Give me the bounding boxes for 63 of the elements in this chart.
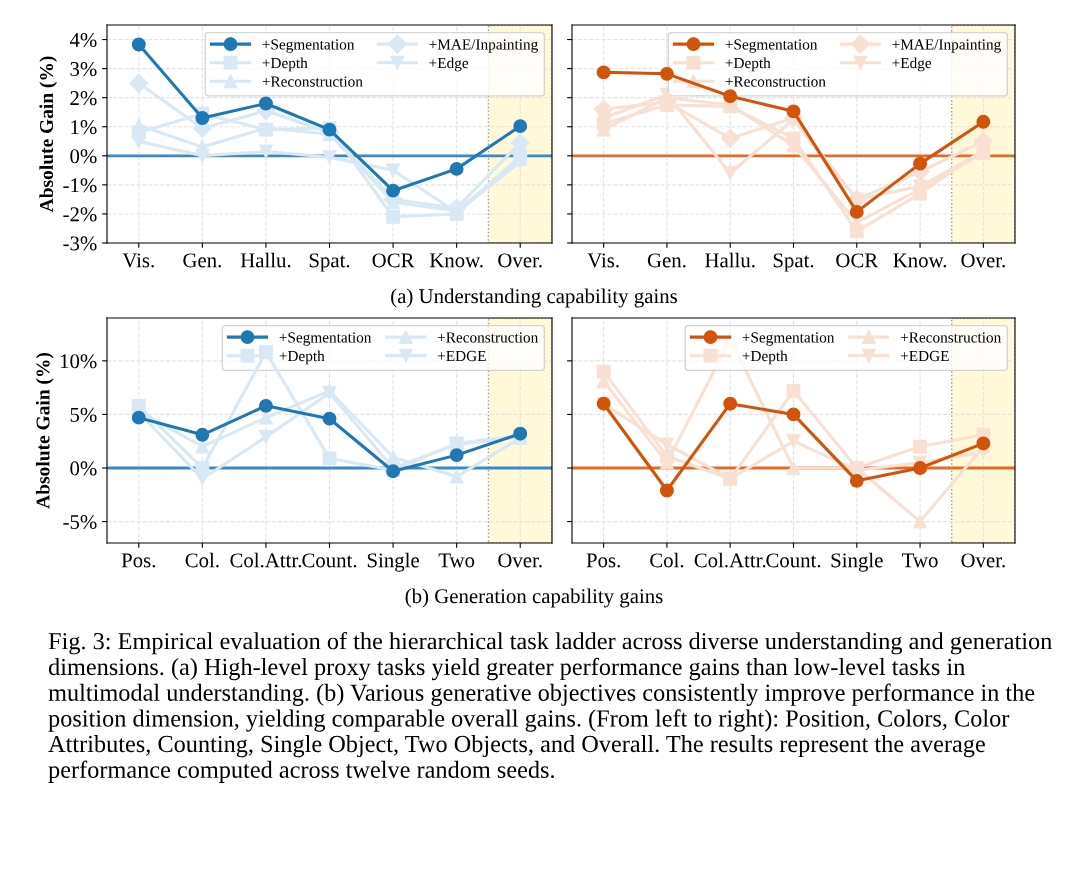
y-tick-label: -2% <box>63 207 97 222</box>
x-tick-label: Over. <box>498 553 542 568</box>
legend-label: +Segmentation <box>262 39 355 53</box>
legend-label: +Depth <box>742 350 788 365</box>
x-tick-label: Over. <box>961 253 1005 268</box>
x-tick-label: Hallu. <box>240 252 291 268</box>
legend-label: +EDGE <box>900 350 949 362</box>
x-tick-label: Pos. <box>586 553 620 568</box>
x-tick-label: Count. <box>302 553 357 568</box>
x-tick-label: Gen. <box>183 253 221 268</box>
x-tick-label: Col. <box>650 552 684 568</box>
y-tick-label: 4% <box>69 32 97 48</box>
x-tick-label: Vis. <box>122 253 154 268</box>
x-tick-label: Over. <box>498 253 542 268</box>
legend-label: +Depth <box>725 57 771 72</box>
text: (b) Generation capability gains <box>405 588 663 608</box>
x-tick-label: Over. <box>961 553 1005 568</box>
y-tick-label: 5% <box>70 407 97 422</box>
x-tick-label: Single <box>367 552 419 572</box>
x-tick-label: Hallu. <box>705 252 755 268</box>
text: (a) Understanding capability gains <box>391 288 678 308</box>
x-tick-label: Two <box>438 553 475 568</box>
x-tick-label: Spat. <box>773 253 814 272</box>
x-tick-label: Spat. <box>309 253 350 272</box>
legend-label: +Edge <box>892 57 932 72</box>
x-tick-label: Know. <box>429 253 483 268</box>
legend-label: +Depth <box>279 350 325 365</box>
y-tick-label: -1% <box>63 178 97 193</box>
y-tick-label: 0% <box>70 149 97 164</box>
caption: Fig. 3: Empirical evaluation of the hierarchical task ladder across diverse understanding and generation dimensions. (a) High-level proxy tasks yield greater performance gains than low-level tasks in multimodal understanding. (b) Various generative objectives consistently improve performance in the position dimension, yielding comparable overall gains. (From left to right): Position, Colors, Color Attributes, Counting, Single Object, Two Objects, and Overall. The results represent the average performance computed across twelve random seeds. <box>48 632 1052 783</box>
y-tick-label: -3% <box>63 236 97 251</box>
legend-label: +EDGE <box>437 350 486 362</box>
x-tick-label: Col.Attr. <box>694 552 766 568</box>
legend-label: +Segmentation <box>279 332 372 346</box>
legend-label: +Depth <box>262 57 308 72</box>
x-tick-label: Vis. <box>587 253 619 268</box>
y-tick-label: 0% <box>70 461 97 476</box>
y-axis-title: Absolute Gain (%) <box>35 353 54 509</box>
x-tick-label: Single <box>831 552 883 572</box>
y-tick-label: 10% <box>60 354 97 369</box>
x-tick-label: OCR <box>372 253 415 268</box>
x-tick-label: Count. <box>766 553 821 568</box>
x-tick-label: OCR <box>836 253 879 268</box>
legend-label: +Reconstruction <box>437 332 539 343</box>
y-tick-label: -5% <box>63 514 97 530</box>
x-tick-label: Know. <box>893 253 947 268</box>
x-tick-label: Two <box>902 553 938 568</box>
legend-label: +Reconstruction <box>900 332 1002 343</box>
x-tick-label: Gen. <box>647 253 686 268</box>
legend-label: +MAE/Inpainting <box>429 39 538 53</box>
x-tick-label: Pos. <box>121 553 156 568</box>
y-axis-title: Absolute Gain (%) <box>39 56 58 213</box>
legend-label: +Segmentation <box>725 39 818 53</box>
legend-label: +Reconstruction <box>725 76 826 87</box>
legend-label: +Edge <box>429 57 469 72</box>
legend-label: +Segmentation <box>742 332 835 346</box>
y-tick-label: 3% <box>70 61 97 77</box>
x-tick-label: Col.Attr. <box>230 552 302 568</box>
y-tick-label: 2% <box>70 91 97 106</box>
x-tick-label: Col. <box>185 552 219 568</box>
legend-label: +Reconstruction <box>262 76 363 87</box>
y-tick-label: 1% <box>71 120 97 135</box>
legend-label: +MAE/Inpainting <box>892 39 1001 53</box>
